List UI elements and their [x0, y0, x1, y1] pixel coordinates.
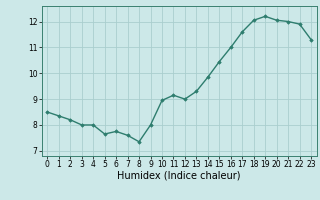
X-axis label: Humidex (Indice chaleur): Humidex (Indice chaleur): [117, 171, 241, 181]
